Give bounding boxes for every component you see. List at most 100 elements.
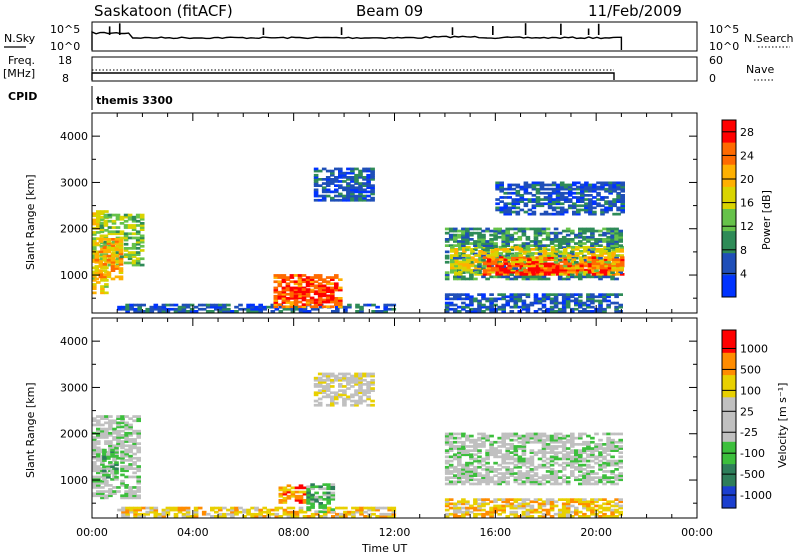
range-cell — [557, 246, 563, 249]
range-cell — [553, 504, 559, 508]
range-cell — [278, 310, 284, 313]
range-cell — [136, 434, 141, 437]
range-cell — [578, 227, 583, 231]
range-cell — [481, 242, 486, 245]
range-cell — [358, 186, 363, 190]
range-cell — [497, 440, 502, 444]
range-cell — [530, 248, 536, 251]
range-cell — [604, 189, 609, 193]
range-cell — [334, 299, 339, 302]
range-cell — [457, 432, 462, 436]
range-cell — [485, 244, 490, 247]
range-cell — [612, 204, 617, 208]
range-cell — [519, 194, 525, 197]
range-cell — [448, 229, 454, 233]
range-cell — [132, 442, 137, 445]
range-cell — [346, 167, 351, 171]
range-cell — [444, 478, 450, 482]
range-cell — [461, 480, 466, 484]
range-cell — [338, 167, 343, 171]
y-tick-label: 3000 — [60, 381, 88, 394]
range-cell — [501, 465, 506, 469]
range-cell — [576, 191, 581, 195]
range-cell — [611, 252, 616, 255]
range-cell — [497, 227, 502, 231]
range-cell — [444, 438, 450, 442]
range-cell — [517, 310, 523, 313]
range-cell — [604, 202, 609, 206]
range-cell — [545, 307, 551, 311]
range-cell — [457, 305, 462, 309]
range-cell — [107, 219, 113, 223]
range-cell — [494, 254, 499, 257]
range-cell — [370, 188, 375, 192]
range-cell — [594, 445, 599, 448]
range-cell — [465, 438, 470, 442]
range-cell — [466, 245, 471, 249]
range-cell — [450, 266, 455, 270]
range-cell — [102, 248, 108, 252]
range-cell — [132, 431, 137, 435]
range-cell — [317, 286, 323, 290]
range-cell — [603, 262, 609, 266]
range-cell — [594, 449, 599, 452]
range-cell — [543, 202, 549, 206]
range-cell — [473, 474, 478, 477]
range-cell — [561, 440, 567, 444]
range-cell — [457, 461, 462, 465]
range-cell — [590, 297, 595, 301]
range-cell — [594, 299, 599, 303]
range-cell — [102, 455, 107, 458]
range-cell — [96, 486, 101, 489]
range-cell — [596, 198, 601, 201]
range-cell — [114, 446, 119, 450]
range-cell — [610, 470, 615, 473]
range-cell — [549, 301, 555, 305]
range-cell — [574, 301, 579, 305]
range-cell — [557, 482, 563, 486]
range-cell — [598, 506, 603, 510]
range-cell — [210, 305, 215, 309]
range-cell — [586, 465, 591, 469]
range-cell — [325, 280, 331, 284]
range-cell — [457, 240, 462, 243]
range-cell — [554, 250, 560, 253]
range-cell — [590, 476, 595, 479]
range-cell — [501, 231, 506, 235]
range-cell — [326, 487, 331, 491]
range-cell — [305, 303, 311, 306]
range-cell — [108, 425, 113, 429]
range-cell — [110, 469, 115, 473]
range-cell — [339, 512, 344, 516]
range-cell — [582, 500, 587, 504]
range-cell — [103, 240, 109, 244]
range-cell — [541, 502, 547, 506]
range-cell — [579, 258, 584, 262]
range-cell — [543, 198, 549, 201]
range-cell — [230, 310, 235, 313]
range-cell — [602, 451, 607, 454]
range-cell — [314, 497, 319, 501]
range-cell — [96, 456, 101, 460]
range-cell — [533, 468, 539, 471]
range-cell — [102, 269, 108, 272]
range-cell — [370, 190, 375, 194]
range-cell — [461, 472, 466, 475]
range-cell — [545, 233, 551, 237]
range-cell — [618, 461, 623, 465]
range-cell — [139, 215, 145, 219]
range-cell — [444, 512, 450, 516]
range-cell — [477, 293, 482, 296]
range-cell — [314, 495, 319, 499]
range-cell — [574, 510, 579, 514]
range-cell — [610, 449, 615, 452]
range-cell — [116, 438, 121, 441]
range-cell — [545, 447, 551, 450]
range-cell — [614, 238, 619, 241]
range-cell — [481, 436, 486, 440]
range-cell — [117, 508, 122, 512]
range-cell — [350, 180, 355, 183]
range-cell — [557, 457, 563, 461]
range-cell — [509, 472, 515, 475]
range-cell — [565, 240, 571, 243]
